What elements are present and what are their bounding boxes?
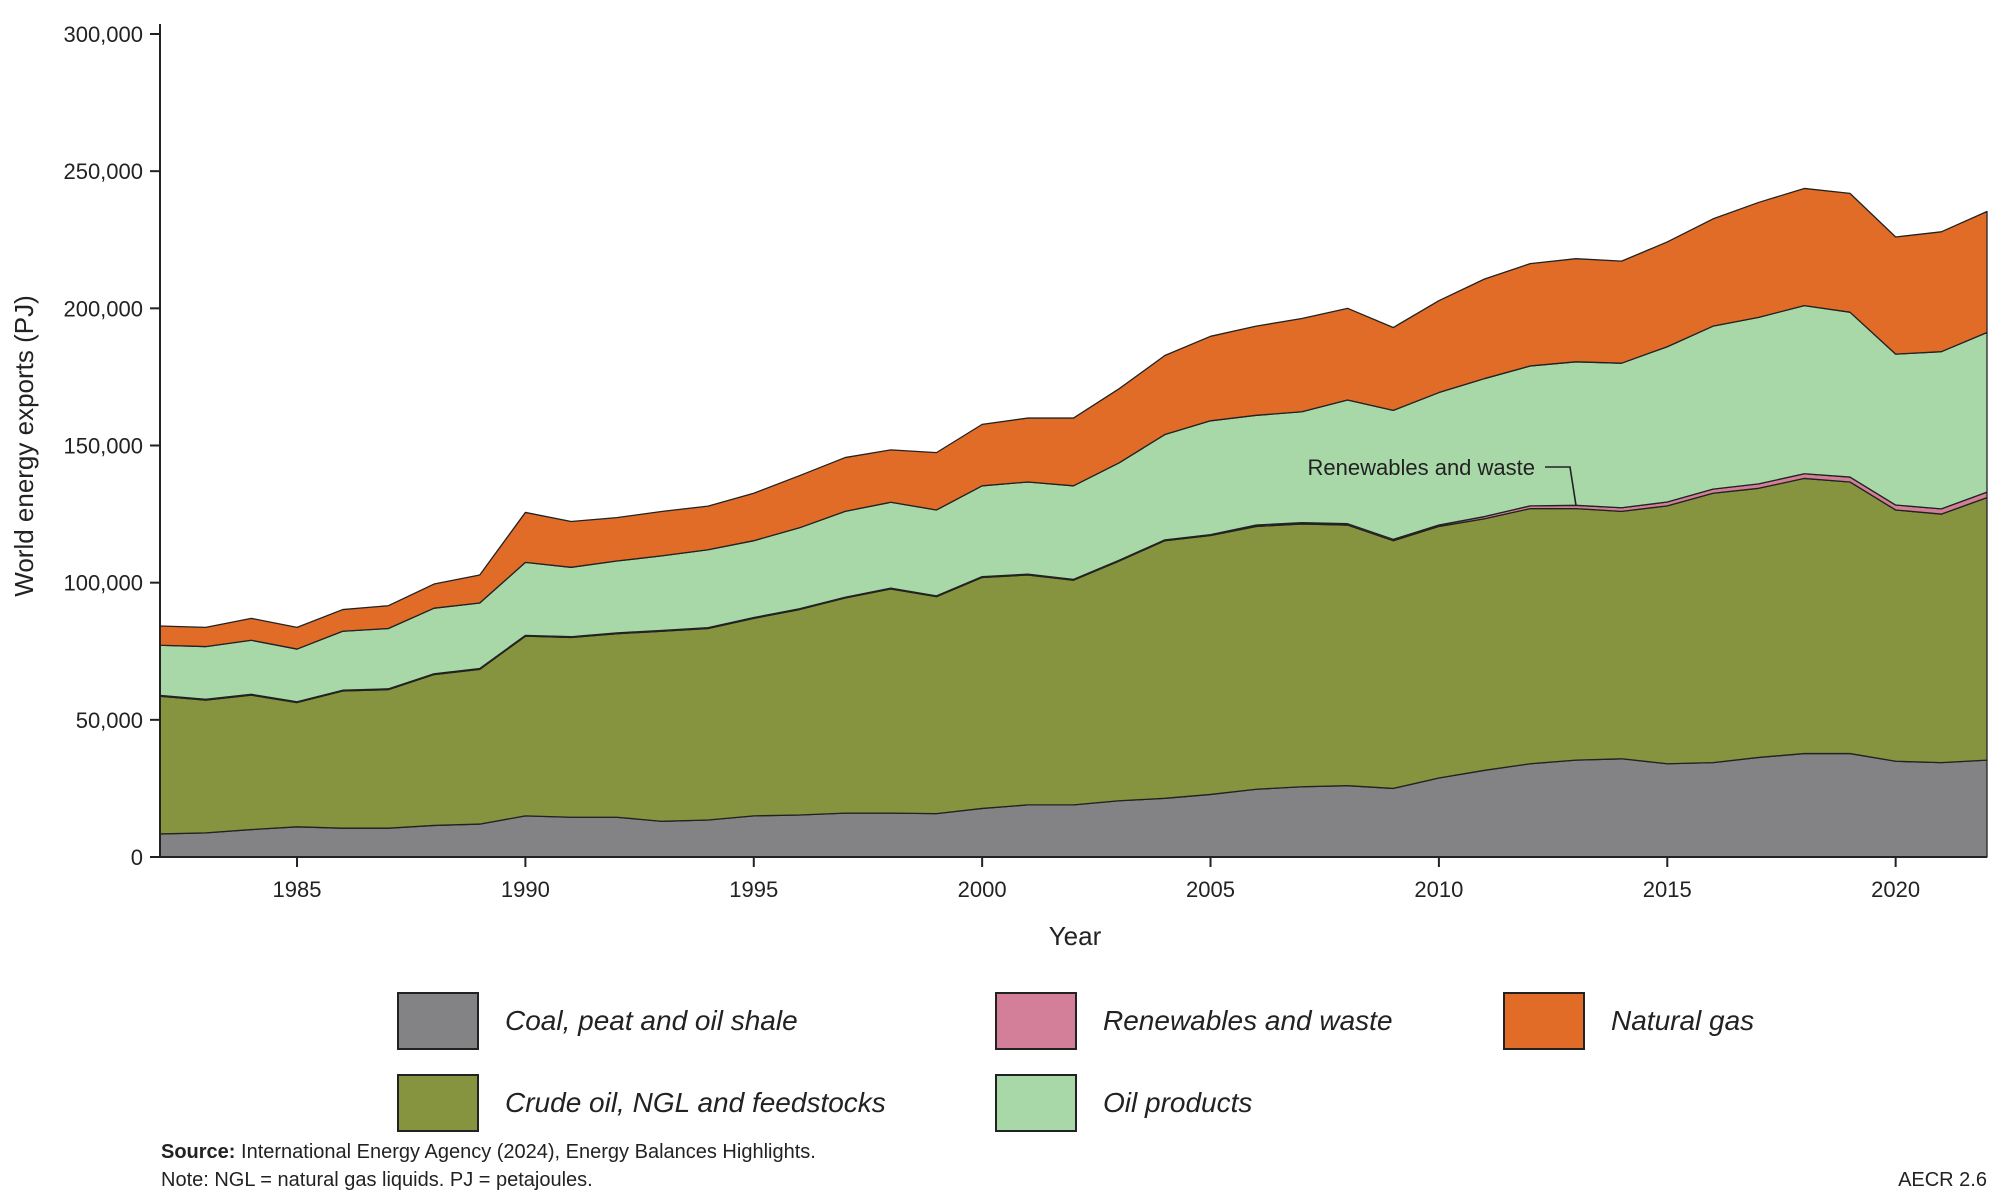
annotation-renewables-label: Renewables and waste (1308, 455, 1535, 480)
x-tick-label: 1985 (273, 877, 322, 902)
x-tick-label: 2010 (1414, 877, 1463, 902)
area-natural-gas (159, 187, 1988, 650)
y-tick-label: 50,000 (76, 708, 143, 733)
x-tick-label: 2020 (1871, 877, 1920, 902)
area-layer (159, 187, 1988, 858)
abbreviation-note: Note: NGL = natural gas liquids. PJ = pe… (161, 1169, 593, 1191)
x-tick-label: 2015 (1643, 877, 1692, 902)
x-tick-label: 2005 (1186, 877, 1235, 902)
source-label: Source: (161, 1141, 236, 1163)
source-text: International Energy Agency (2024), Ener… (235, 1141, 816, 1163)
annotation: Renewables and waste (1308, 455, 1577, 506)
figure-id: AECR 2.6 (1898, 1169, 1987, 1191)
y-tick-label: 300,000 (63, 22, 143, 47)
y-tick-label: 250,000 (63, 159, 143, 184)
x-tick-label: 2000 (958, 877, 1007, 902)
y-axis-label: World energy exports (PJ) (9, 295, 39, 597)
y-tick-label: 150,000 (63, 434, 143, 459)
x-axis-label: Year (1049, 921, 1102, 951)
annotation-leader-line (1545, 466, 1577, 506)
y-tick-label: 200,000 (63, 296, 143, 321)
axes: 0 50,000 100,000 150,000 200,000 250,000 300,0… (63, 22, 1987, 902)
x-tick-label: 1995 (729, 877, 778, 902)
source-note: Source: International Energy Agency (202… (161, 1141, 816, 1164)
x-tick-label: 1990 (501, 877, 550, 902)
y-tick-label: 100,000 (63, 571, 143, 596)
y-tick-label: 0 (131, 845, 143, 870)
